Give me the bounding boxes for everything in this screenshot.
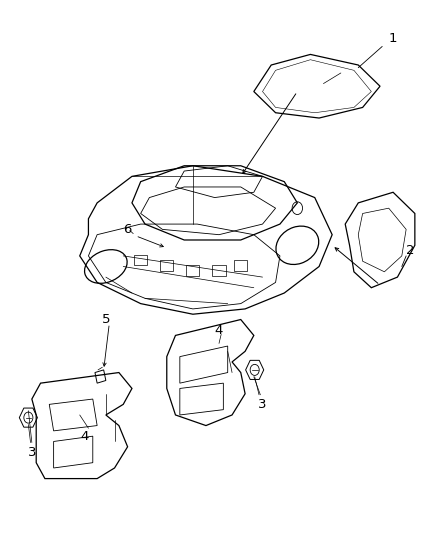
Text: 3: 3 — [258, 398, 267, 411]
Text: 5: 5 — [102, 313, 110, 326]
Text: 1: 1 — [389, 32, 397, 45]
Text: 2: 2 — [406, 244, 415, 257]
Text: 6: 6 — [124, 223, 132, 236]
Text: 4: 4 — [215, 324, 223, 337]
Text: 4: 4 — [80, 430, 88, 443]
Text: 3: 3 — [28, 446, 36, 458]
